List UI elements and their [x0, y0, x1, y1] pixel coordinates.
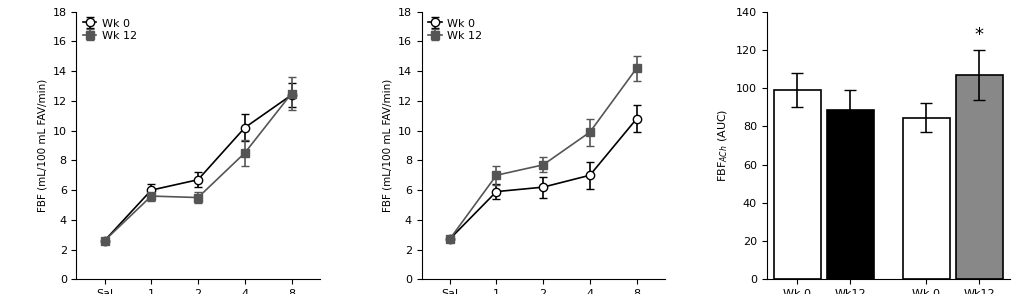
Y-axis label: FBF (mL/100 mL FAV/min): FBF (mL/100 mL FAV/min) — [382, 79, 392, 212]
Y-axis label: FBF (mL/100 mL FAV/min): FBF (mL/100 mL FAV/min) — [37, 79, 47, 212]
Text: *: * — [974, 26, 983, 44]
Bar — [772, 90, 820, 279]
Y-axis label: FBF$_{ACh}$ (AUC): FBF$_{ACh}$ (AUC) — [716, 109, 730, 182]
Bar — [955, 75, 1002, 279]
Legend: Wk 0, Wk 12: Wk 0, Wk 12 — [82, 17, 139, 42]
Bar — [902, 118, 949, 279]
Bar — [826, 110, 873, 279]
Legend: Wk 0, Wk 12: Wk 0, Wk 12 — [427, 17, 483, 42]
